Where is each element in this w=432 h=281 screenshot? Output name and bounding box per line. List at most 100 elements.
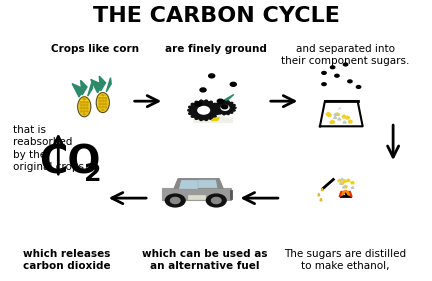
Circle shape [217,110,219,111]
Circle shape [233,110,235,111]
Circle shape [322,83,326,86]
Circle shape [209,74,215,78]
Circle shape [205,119,207,121]
Polygon shape [327,114,331,116]
Circle shape [99,98,101,99]
Circle shape [190,101,217,119]
Polygon shape [320,198,322,201]
Circle shape [170,197,180,204]
Circle shape [348,80,352,83]
Circle shape [216,103,218,105]
Polygon shape [341,178,343,180]
Circle shape [80,105,82,106]
Circle shape [86,105,88,106]
Polygon shape [81,80,87,95]
Polygon shape [318,193,320,196]
Circle shape [102,94,104,96]
Circle shape [213,115,216,117]
Circle shape [86,111,88,112]
Circle shape [105,98,107,99]
Circle shape [219,101,221,103]
Circle shape [191,103,194,105]
Circle shape [231,112,233,113]
Circle shape [191,115,194,117]
Circle shape [233,105,235,106]
Polygon shape [338,118,341,120]
Circle shape [200,100,203,102]
Polygon shape [346,116,349,119]
Text: CO: CO [39,144,100,182]
Circle shape [200,119,203,121]
Circle shape [86,102,88,103]
Circle shape [165,194,185,207]
Circle shape [217,99,223,103]
Polygon shape [219,94,234,103]
Polygon shape [188,195,205,199]
Circle shape [189,113,191,114]
Circle shape [83,102,85,103]
Text: that is
reabsorbed
by the
original crops.: that is reabsorbed by the original crops… [13,125,87,172]
Circle shape [227,101,229,102]
Polygon shape [338,180,341,182]
Circle shape [230,82,236,86]
Ellipse shape [96,92,109,113]
Polygon shape [320,101,362,126]
Circle shape [334,175,358,191]
Circle shape [105,101,107,102]
Circle shape [83,111,85,112]
Polygon shape [179,180,197,188]
Circle shape [83,105,85,106]
Circle shape [216,113,219,114]
Polygon shape [342,115,346,118]
Polygon shape [330,121,334,123]
Polygon shape [106,78,111,92]
Circle shape [195,101,198,103]
Text: which releases
carbon dioxide: which releases carbon dioxide [23,249,111,271]
Polygon shape [351,187,354,188]
Circle shape [219,113,221,114]
Polygon shape [341,182,344,184]
Polygon shape [331,120,334,123]
Circle shape [80,102,82,103]
Circle shape [198,106,210,114]
Circle shape [99,106,101,108]
Polygon shape [343,186,345,188]
Text: which can be used as
an alternative fuel: which can be used as an alternative fuel [143,249,268,271]
Circle shape [231,102,233,103]
Circle shape [83,99,85,100]
Polygon shape [199,180,217,188]
Circle shape [205,100,207,102]
Polygon shape [321,188,323,191]
Text: and separated into
their component sugars.: and separated into their component sugar… [281,44,410,66]
Polygon shape [211,118,219,120]
Circle shape [356,85,361,89]
Polygon shape [334,116,337,118]
Polygon shape [343,180,346,182]
Polygon shape [344,185,347,188]
Polygon shape [72,84,84,97]
Polygon shape [162,189,232,201]
Polygon shape [349,120,352,123]
Circle shape [214,106,216,107]
Circle shape [213,103,216,105]
Circle shape [102,110,104,111]
Circle shape [102,101,104,102]
Polygon shape [174,179,223,189]
Circle shape [105,103,107,105]
Circle shape [196,102,202,106]
Circle shape [102,106,104,108]
Polygon shape [339,190,352,197]
Circle shape [188,110,191,111]
Circle shape [223,101,225,102]
Polygon shape [340,183,342,184]
Circle shape [330,66,335,69]
Circle shape [322,72,326,74]
Circle shape [335,74,339,77]
Polygon shape [336,113,340,115]
Circle shape [234,107,236,108]
Polygon shape [326,112,330,115]
Polygon shape [343,121,346,123]
Circle shape [343,63,348,66]
Polygon shape [99,76,105,91]
Circle shape [189,106,191,108]
